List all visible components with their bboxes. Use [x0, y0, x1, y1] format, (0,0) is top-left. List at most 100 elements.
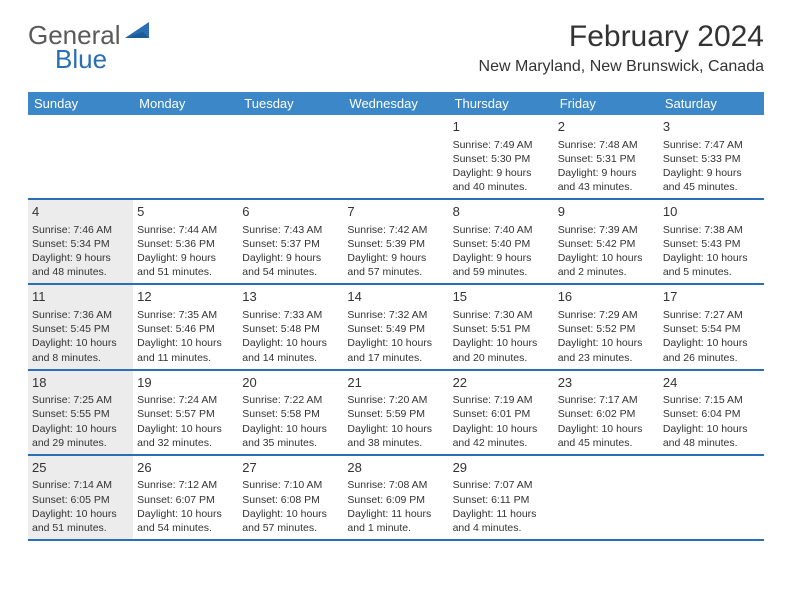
sunrise-text: Sunrise: 7:27 AM — [663, 308, 760, 322]
day-cell: 8Sunrise: 7:40 AMSunset: 5:40 PMDaylight… — [449, 200, 554, 283]
day-number: 17 — [663, 288, 760, 306]
day-cell: 20Sunrise: 7:22 AMSunset: 5:58 PMDayligh… — [238, 371, 343, 454]
sunrise-text: Sunrise: 7:14 AM — [32, 478, 129, 492]
sunrise-text: Sunrise: 7:33 AM — [242, 308, 339, 322]
daylight-text: Daylight: 10 hours and 8 minutes. — [32, 336, 129, 364]
daylight-text: Daylight: 9 hours and 40 minutes. — [453, 166, 550, 194]
day-number: 6 — [242, 203, 339, 221]
day-cell: 16Sunrise: 7:29 AMSunset: 5:52 PMDayligh… — [554, 285, 659, 368]
sunrise-text: Sunrise: 7:35 AM — [137, 308, 234, 322]
daylight-text: Daylight: 9 hours and 54 minutes. — [242, 251, 339, 279]
day-number: 2 — [558, 118, 655, 136]
day-cell: 14Sunrise: 7:32 AMSunset: 5:49 PMDayligh… — [343, 285, 448, 368]
sunrise-text: Sunrise: 7:15 AM — [663, 393, 760, 407]
day-cell: 17Sunrise: 7:27 AMSunset: 5:54 PMDayligh… — [659, 285, 764, 368]
logo-text-blue: Blue — [55, 44, 107, 74]
sunrise-text: Sunrise: 7:43 AM — [242, 223, 339, 237]
sunrise-text: Sunrise: 7:07 AM — [453, 478, 550, 492]
sunset-text: Sunset: 6:11 PM — [453, 493, 550, 507]
daylight-text: Daylight: 10 hours and 23 minutes. — [558, 336, 655, 364]
sunrise-text: Sunrise: 7:46 AM — [32, 223, 129, 237]
sunrise-text: Sunrise: 7:40 AM — [453, 223, 550, 237]
sunrise-text: Sunrise: 7:49 AM — [453, 138, 550, 152]
sunset-text: Sunset: 5:34 PM — [32, 237, 129, 251]
sunset-text: Sunset: 5:46 PM — [137, 322, 234, 336]
day-cell — [554, 456, 659, 539]
day-cell: 11Sunrise: 7:36 AMSunset: 5:45 PMDayligh… — [28, 285, 133, 368]
sunset-text: Sunset: 5:30 PM — [453, 152, 550, 166]
daylight-text: Daylight: 10 hours and 38 minutes. — [347, 422, 444, 450]
day-cell: 21Sunrise: 7:20 AMSunset: 5:59 PMDayligh… — [343, 371, 448, 454]
day-cell: 23Sunrise: 7:17 AMSunset: 6:02 PMDayligh… — [554, 371, 659, 454]
day-number: 27 — [242, 459, 339, 477]
location-text: New Maryland, New Brunswick, Canada — [479, 58, 764, 76]
sunset-text: Sunset: 6:09 PM — [347, 493, 444, 507]
sunset-text: Sunset: 5:58 PM — [242, 407, 339, 421]
sunset-text: Sunset: 6:04 PM — [663, 407, 760, 421]
day-cell: 13Sunrise: 7:33 AMSunset: 5:48 PMDayligh… — [238, 285, 343, 368]
day-cell: 2Sunrise: 7:48 AMSunset: 5:31 PMDaylight… — [554, 115, 659, 198]
day-number: 21 — [347, 374, 444, 392]
daylight-text: Daylight: 9 hours and 43 minutes. — [558, 166, 655, 194]
day-number: 19 — [137, 374, 234, 392]
sunset-text: Sunset: 5:54 PM — [663, 322, 760, 336]
weekday-header: Friday — [554, 92, 659, 115]
sunset-text: Sunset: 5:55 PM — [32, 407, 129, 421]
sunrise-text: Sunrise: 7:10 AM — [242, 478, 339, 492]
sunset-text: Sunset: 6:01 PM — [453, 407, 550, 421]
sunset-text: Sunset: 5:39 PM — [347, 237, 444, 251]
sunset-text: Sunset: 5:42 PM — [558, 237, 655, 251]
day-number: 26 — [137, 459, 234, 477]
title-block: February 2024 New Maryland, New Brunswic… — [479, 20, 764, 76]
day-cell: 25Sunrise: 7:14 AMSunset: 6:05 PMDayligh… — [28, 456, 133, 539]
day-cell: 15Sunrise: 7:30 AMSunset: 5:51 PMDayligh… — [449, 285, 554, 368]
day-cell — [133, 115, 238, 198]
daylight-text: Daylight: 10 hours and 20 minutes. — [453, 336, 550, 364]
day-number: 9 — [558, 203, 655, 221]
week-row: 4Sunrise: 7:46 AMSunset: 5:34 PMDaylight… — [28, 200, 764, 285]
sunset-text: Sunset: 5:43 PM — [663, 237, 760, 251]
sunrise-text: Sunrise: 7:48 AM — [558, 138, 655, 152]
week-row: 25Sunrise: 7:14 AMSunset: 6:05 PMDayligh… — [28, 456, 764, 541]
header: General Blue February 2024 New Maryland,… — [0, 0, 792, 84]
sunrise-text: Sunrise: 7:24 AM — [137, 393, 234, 407]
daylight-text: Daylight: 9 hours and 57 minutes. — [347, 251, 444, 279]
day-cell: 5Sunrise: 7:44 AMSunset: 5:36 PMDaylight… — [133, 200, 238, 283]
day-cell: 18Sunrise: 7:25 AMSunset: 5:55 PMDayligh… — [28, 371, 133, 454]
daylight-text: Daylight: 11 hours and 1 minute. — [347, 507, 444, 535]
day-cell: 1Sunrise: 7:49 AMSunset: 5:30 PMDaylight… — [449, 115, 554, 198]
sunset-text: Sunset: 5:51 PM — [453, 322, 550, 336]
day-number: 25 — [32, 459, 129, 477]
day-number: 5 — [137, 203, 234, 221]
sunset-text: Sunset: 5:37 PM — [242, 237, 339, 251]
day-cell: 4Sunrise: 7:46 AMSunset: 5:34 PMDaylight… — [28, 200, 133, 283]
sunrise-text: Sunrise: 7:25 AM — [32, 393, 129, 407]
sunrise-text: Sunrise: 7:17 AM — [558, 393, 655, 407]
day-cell: 7Sunrise: 7:42 AMSunset: 5:39 PMDaylight… — [343, 200, 448, 283]
daylight-text: Daylight: 10 hours and 2 minutes. — [558, 251, 655, 279]
day-cell: 29Sunrise: 7:07 AMSunset: 6:11 PMDayligh… — [449, 456, 554, 539]
day-number: 14 — [347, 288, 444, 306]
weekday-header: Saturday — [659, 92, 764, 115]
day-number: 18 — [32, 374, 129, 392]
day-cell — [28, 115, 133, 198]
daylight-text: Daylight: 9 hours and 59 minutes. — [453, 251, 550, 279]
week-row: 11Sunrise: 7:36 AMSunset: 5:45 PMDayligh… — [28, 285, 764, 370]
sunset-text: Sunset: 5:36 PM — [137, 237, 234, 251]
day-cell: 22Sunrise: 7:19 AMSunset: 6:01 PMDayligh… — [449, 371, 554, 454]
day-cell: 24Sunrise: 7:15 AMSunset: 6:04 PMDayligh… — [659, 371, 764, 454]
day-cell: 10Sunrise: 7:38 AMSunset: 5:43 PMDayligh… — [659, 200, 764, 283]
sunrise-text: Sunrise: 7:12 AM — [137, 478, 234, 492]
sunrise-text: Sunrise: 7:08 AM — [347, 478, 444, 492]
day-cell: 28Sunrise: 7:08 AMSunset: 6:09 PMDayligh… — [343, 456, 448, 539]
daylight-text: Daylight: 10 hours and 57 minutes. — [242, 507, 339, 535]
weekday-header: Thursday — [449, 92, 554, 115]
day-cell — [659, 456, 764, 539]
day-cell: 27Sunrise: 7:10 AMSunset: 6:08 PMDayligh… — [238, 456, 343, 539]
day-number: 28 — [347, 459, 444, 477]
logo: General Blue — [28, 20, 153, 51]
sunrise-text: Sunrise: 7:19 AM — [453, 393, 550, 407]
weeks-container: 1Sunrise: 7:49 AMSunset: 5:30 PMDaylight… — [28, 115, 764, 541]
sunrise-text: Sunrise: 7:30 AM — [453, 308, 550, 322]
daylight-text: Daylight: 9 hours and 48 minutes. — [32, 251, 129, 279]
